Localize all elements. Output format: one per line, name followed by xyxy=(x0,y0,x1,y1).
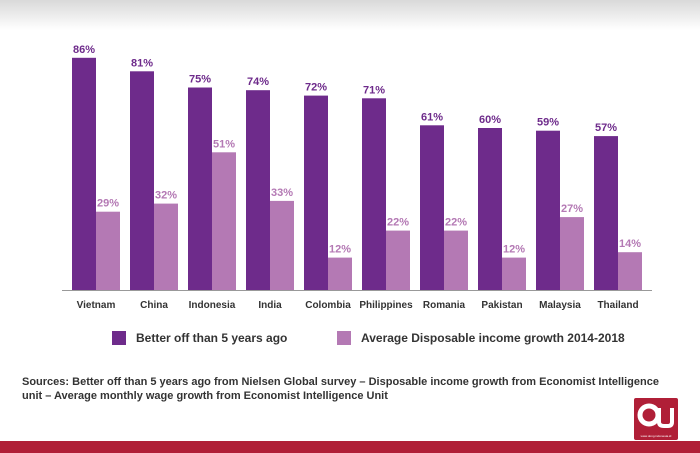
bar-chart: 86% 29% Vietnam 81% 32% China 75% 51% Indonesia 7… xyxy=(62,44,652,311)
category-label-china: China xyxy=(140,300,168,311)
bar-label-romania-series-0: 61% xyxy=(421,111,443,123)
bar-malaysia-series-0 xyxy=(536,130,560,290)
bar-label-philippines-series-0: 71% xyxy=(363,84,385,96)
footer-band xyxy=(0,441,700,453)
legend-item-better-off: Better off than 5 years ago xyxy=(112,331,287,345)
bar-label-malaysia-series-0: 59% xyxy=(537,117,559,129)
bar-pakistan-series-1 xyxy=(502,257,526,290)
bar-vietnam-series-1 xyxy=(96,211,120,290)
bar-label-indonesia-series-0: 75% xyxy=(189,74,211,86)
brand-logo: www.dong.indonesia.id xyxy=(634,398,678,440)
bar-label-philippines-series-1: 22% xyxy=(387,217,409,229)
bar-romania-series-0 xyxy=(420,125,444,290)
bar-label-colombia-series-0: 72% xyxy=(305,82,327,94)
bar-indonesia-series-1 xyxy=(212,152,236,290)
bar-label-romania-series-1: 22% xyxy=(445,217,467,229)
bar-thailand-series-0 xyxy=(594,136,618,290)
bar-colombia-series-1 xyxy=(328,257,352,290)
logo-caption: www.dong.indonesia.id xyxy=(640,434,672,438)
bar-label-colombia-series-1: 12% xyxy=(329,244,351,256)
labels-group: 86% 29% Vietnam 81% 32% China 75% 51% Indonesia 7… xyxy=(73,44,641,311)
legend-label-better-off: Better off than 5 years ago xyxy=(136,331,288,345)
bar-thailand-series-1 xyxy=(618,252,642,290)
legend-label-disposable-income: Average Disposable income growth 2014-20… xyxy=(361,331,625,345)
bar-label-pakistan-series-1: 12% xyxy=(503,244,525,256)
bar-china-series-0 xyxy=(130,71,154,290)
category-label-thailand: Thailand xyxy=(597,300,638,311)
bar-philippines-series-0 xyxy=(362,98,386,290)
bar-label-china-series-1: 32% xyxy=(155,190,177,202)
bar-pakistan-series-0 xyxy=(478,128,502,290)
category-label-malaysia: Malaysia xyxy=(539,300,581,311)
category-label-pakistan: Pakistan xyxy=(481,300,522,311)
bar-label-thailand-series-1: 14% xyxy=(619,238,641,250)
bar-philippines-series-1 xyxy=(386,230,410,290)
bar-india-series-0 xyxy=(246,90,270,290)
legend-swatch-disposable-income xyxy=(337,331,351,345)
bar-label-india-series-0: 74% xyxy=(247,76,269,88)
legend-item-disposable-income: Average Disposable income growth 2014-20… xyxy=(337,331,625,345)
bar-label-vietnam-series-1: 29% xyxy=(97,198,119,210)
category-label-colombia: Colombia xyxy=(305,300,351,311)
header-shade xyxy=(0,0,700,30)
logo-mark-icon xyxy=(637,403,674,428)
source-note: Sources: Better off than 5 years ago fro… xyxy=(22,376,659,402)
bar-china-series-1 xyxy=(154,203,178,290)
bar-indonesia-series-0 xyxy=(188,87,212,290)
bar-india-series-1 xyxy=(270,200,294,290)
bar-vietnam-series-0 xyxy=(72,57,96,290)
bar-label-vietnam-series-0: 86% xyxy=(73,44,95,56)
legend-swatch-better-off xyxy=(112,331,126,345)
category-label-philippines: Philippines xyxy=(359,300,413,311)
bar-romania-series-1 xyxy=(444,230,468,290)
bar-label-pakistan-series-0: 60% xyxy=(479,114,501,126)
category-label-vietnam: Vietnam xyxy=(77,300,116,311)
bar-malaysia-series-1 xyxy=(560,217,584,290)
bar-label-india-series-1: 33% xyxy=(271,187,293,199)
bar-colombia-series-0 xyxy=(304,95,328,290)
bar-label-china-series-0: 81% xyxy=(131,57,153,69)
category-label-indonesia: Indonesia xyxy=(189,300,236,311)
category-label-india: India xyxy=(258,300,282,311)
category-label-romania: Romania xyxy=(423,300,466,311)
legend: Better off than 5 years ago Average Disp… xyxy=(112,331,672,351)
bar-label-malaysia-series-1: 27% xyxy=(561,203,583,215)
bars-group xyxy=(72,57,642,290)
bar-label-thailand-series-0: 57% xyxy=(595,122,617,134)
bar-label-indonesia-series-1: 51% xyxy=(213,138,235,150)
